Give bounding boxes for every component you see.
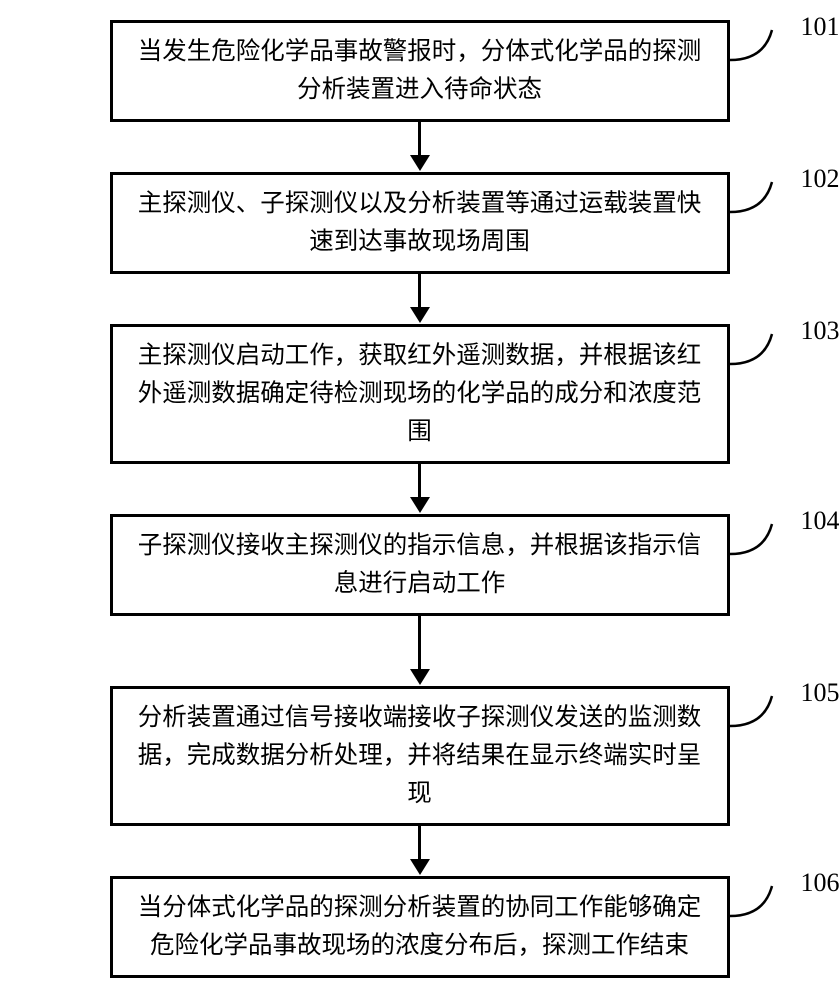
step-label: 101 bbox=[801, 12, 839, 42]
step-box: 当分体式化学品的探测分析装置的协同工作能够确定危险化学品事故现场的浓度分布后，探… bbox=[110, 876, 730, 978]
connector-line-104 bbox=[730, 520, 794, 560]
arrow-line bbox=[418, 616, 421, 670]
step-label: 106 bbox=[801, 868, 839, 898]
connector-line-103 bbox=[730, 330, 794, 370]
connector-line-105 bbox=[730, 692, 794, 732]
step-104: 104 子探测仪接收主探测仪的指示信息，并根据该指示信息进行启动工作 bbox=[110, 514, 730, 616]
step-102: 102 主探测仪、子探测仪以及分析装置等通过运载装置快速到达事故现场周围 bbox=[110, 172, 730, 274]
arrow-head-icon bbox=[410, 859, 430, 875]
connector-line-106 bbox=[730, 882, 794, 922]
step-text: 子探测仪接收主探测仪的指示信息，并根据该指示信息进行启动工作 bbox=[131, 527, 709, 603]
step-label: 104 bbox=[801, 506, 839, 536]
flowchart-container: 101 当发生危险化学品事故警报时，分体式化学品的探测分析装置进入待命状态 10… bbox=[0, 20, 839, 978]
arrow bbox=[410, 464, 430, 514]
step-label: 105 bbox=[801, 678, 839, 708]
step-box: 主探测仪、子探测仪以及分析装置等通过运载装置快速到达事故现场周围 bbox=[110, 172, 730, 274]
connector-line-101 bbox=[730, 26, 794, 66]
arrow-head-icon bbox=[410, 497, 430, 513]
step-text: 主探测仪、子探测仪以及分析装置等通过运载装置快速到达事故现场周围 bbox=[131, 185, 709, 261]
step-text: 当发生危险化学品事故警报时，分体式化学品的探测分析装置进入待命状态 bbox=[131, 33, 709, 109]
arrow-line bbox=[418, 274, 421, 308]
arrow-head-icon bbox=[410, 155, 430, 171]
arrow-line bbox=[418, 826, 421, 860]
step-label: 102 bbox=[801, 164, 839, 194]
arrow bbox=[410, 616, 430, 686]
step-106: 106 当分体式化学品的探测分析装置的协同工作能够确定危险化学品事故现场的浓度分… bbox=[110, 876, 730, 978]
step-text: 分析装置通过信号接收端接收子探测仪发送的监测数据，完成数据分析处理，并将结果在显… bbox=[131, 699, 709, 813]
arrow-head-icon bbox=[410, 669, 430, 685]
step-101: 101 当发生危险化学品事故警报时，分体式化学品的探测分析装置进入待命状态 bbox=[110, 20, 730, 122]
connector-line-102 bbox=[730, 178, 794, 218]
arrow bbox=[410, 122, 430, 172]
arrow bbox=[410, 826, 430, 876]
step-box: 分析装置通过信号接收端接收子探测仪发送的监测数据，完成数据分析处理，并将结果在显… bbox=[110, 686, 730, 826]
step-box: 当发生危险化学品事故警报时，分体式化学品的探测分析装置进入待命状态 bbox=[110, 20, 730, 122]
step-label: 103 bbox=[801, 316, 839, 346]
step-box: 子探测仪接收主探测仪的指示信息，并根据该指示信息进行启动工作 bbox=[110, 514, 730, 616]
step-text: 当分体式化学品的探测分析装置的协同工作能够确定危险化学品事故现场的浓度分布后，探… bbox=[131, 889, 709, 965]
arrow-line bbox=[418, 122, 421, 156]
arrow bbox=[410, 274, 430, 324]
step-text: 主探测仪启动工作，获取红外遥测数据，并根据该红外遥测数据确定待检测现场的化学品的… bbox=[131, 337, 709, 451]
step-105: 105 分析装置通过信号接收端接收子探测仪发送的监测数据，完成数据分析处理，并将… bbox=[110, 686, 730, 826]
step-103: 103 主探测仪启动工作，获取红外遥测数据，并根据该红外遥测数据确定待检测现场的… bbox=[110, 324, 730, 464]
step-box: 主探测仪启动工作，获取红外遥测数据，并根据该红外遥测数据确定待检测现场的化学品的… bbox=[110, 324, 730, 464]
arrow-line bbox=[418, 464, 421, 498]
arrow-head-icon bbox=[410, 307, 430, 323]
